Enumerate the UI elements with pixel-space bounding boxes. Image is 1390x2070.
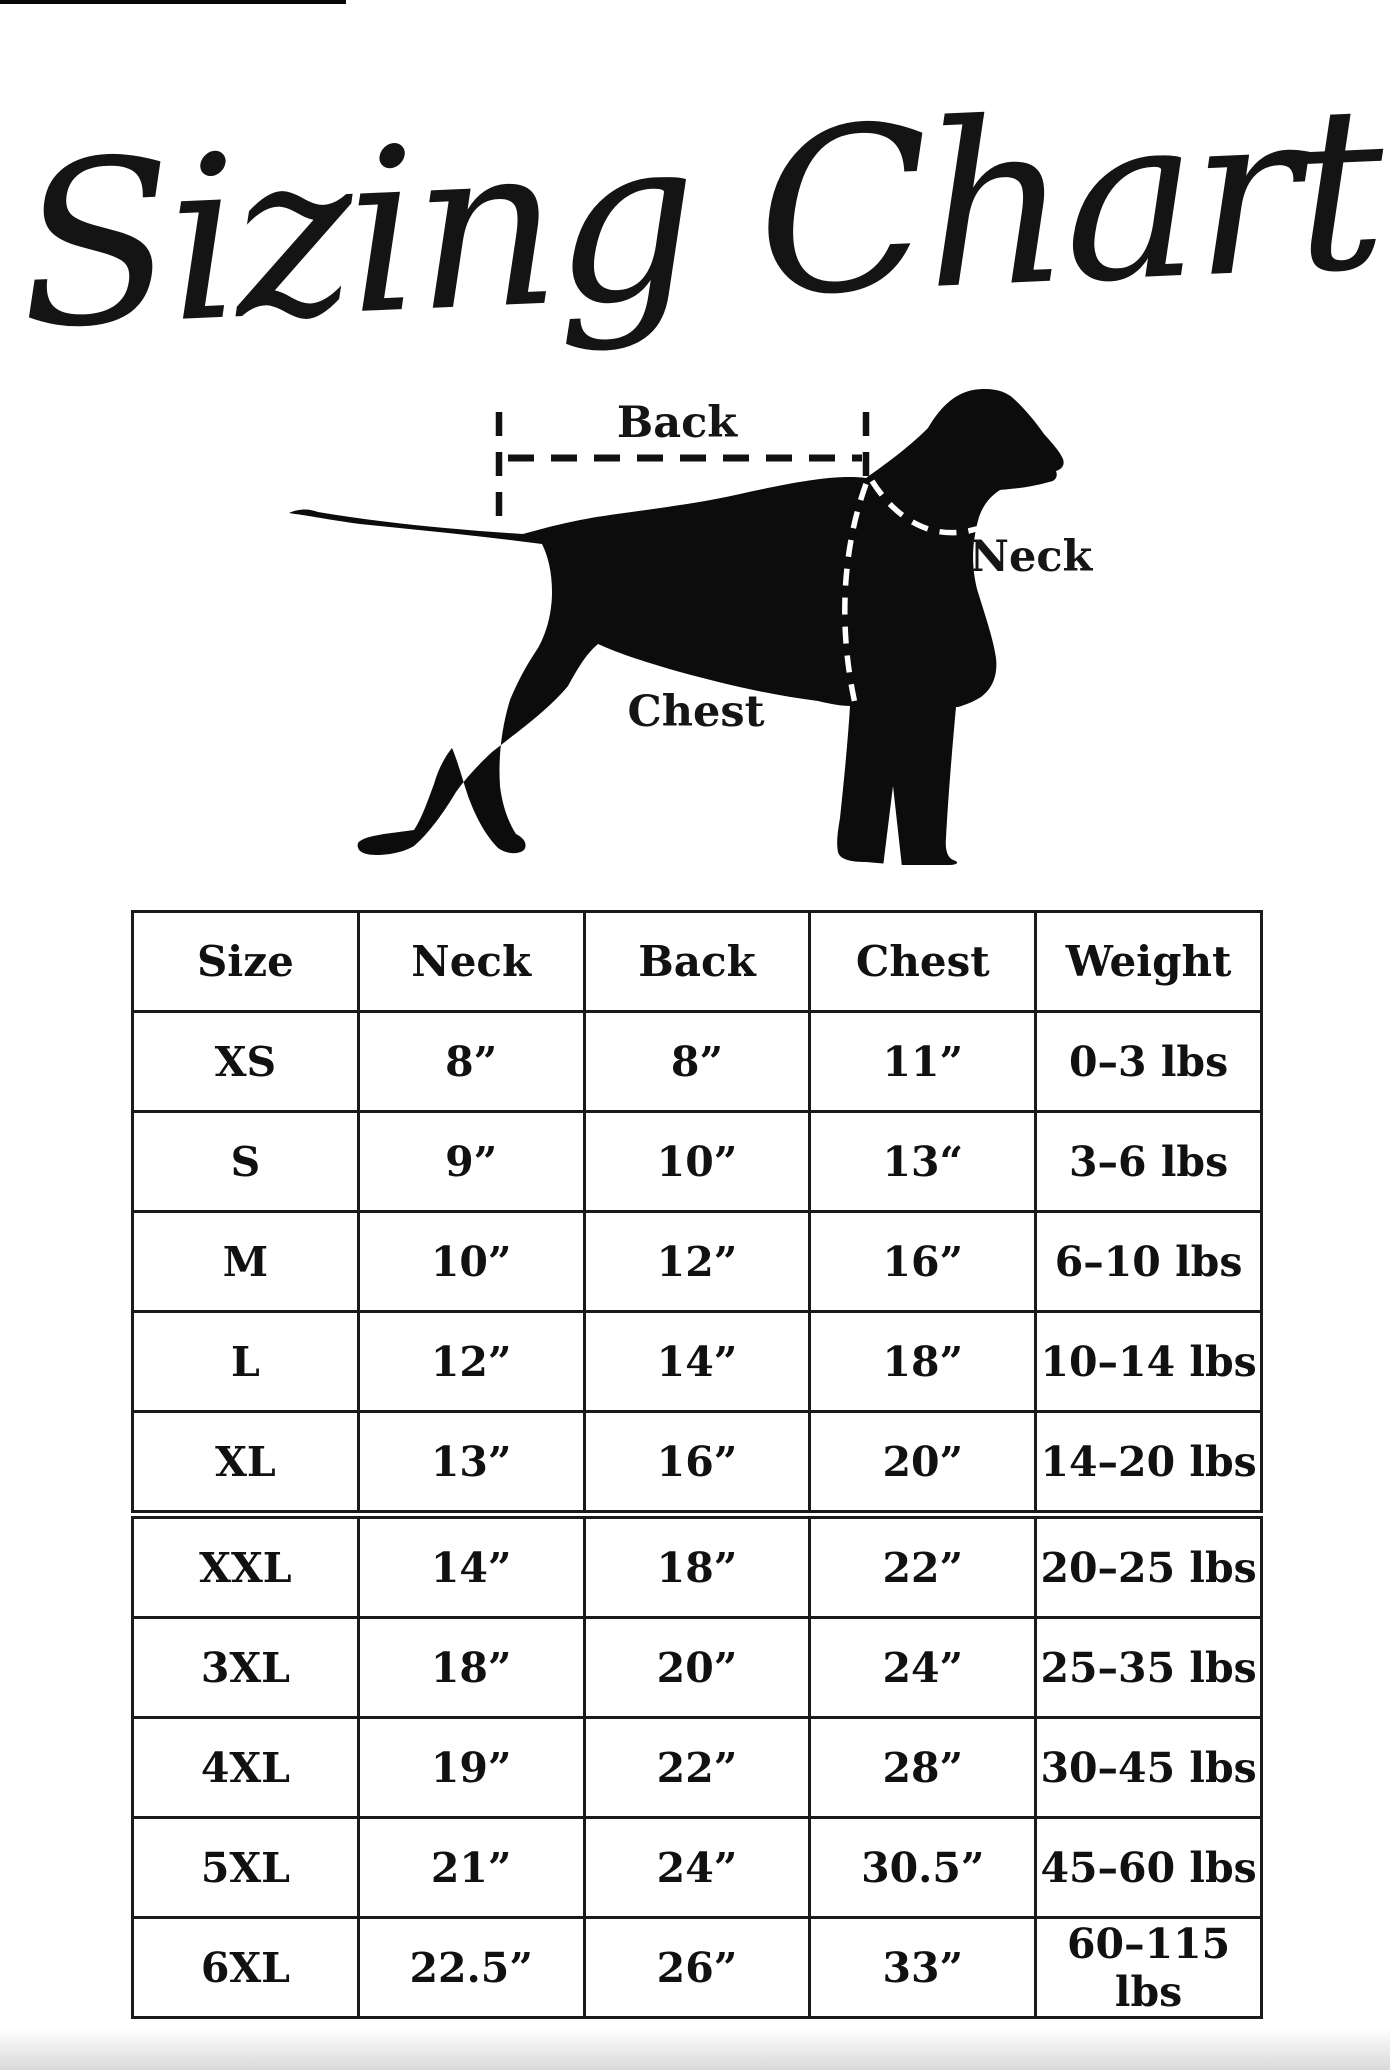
table-cell: 20–25 lbs: [1034, 1516, 1263, 1619]
table-cell: 14–20 lbs: [1034, 1410, 1263, 1513]
table-row: 3XL 18” 20” 24” 25–35 lbs: [131, 1616, 1263, 1719]
table-cell: 19”: [356, 1716, 586, 1819]
table-cell: 12”: [582, 1210, 812, 1313]
table-cell: 10–14 lbs: [1034, 1310, 1263, 1413]
column-header-neck: Neck: [356, 910, 586, 1013]
table-row: XXL 14” 18” 22” 20–25 lbs: [131, 1516, 1263, 1619]
column-header-size: Size: [131, 910, 360, 1013]
table-cell: 13”: [356, 1410, 586, 1513]
table-cell: 24”: [808, 1616, 1038, 1719]
table-row: S 9” 10” 13“ 3–6 lbs: [131, 1110, 1263, 1213]
table-cell: 60–115 lbs: [1034, 1916, 1263, 2019]
table-cell: 20”: [808, 1410, 1038, 1513]
table-cell: 18”: [582, 1516, 812, 1619]
neck-girth-dashed-arc: [869, 479, 998, 536]
bottom-shadow-gradient: [0, 2028, 1390, 2070]
table-cell: 30.5”: [808, 1816, 1038, 1919]
table-cell: 16”: [582, 1410, 812, 1513]
table-cell: L: [131, 1310, 360, 1413]
back-label: Back: [617, 398, 738, 448]
table-cell: 0–3 lbs: [1034, 1010, 1263, 1113]
table-row: XS 8” 8” 11” 0–3 lbs: [131, 1010, 1263, 1113]
table-cell: 9”: [356, 1110, 586, 1213]
table-cell: 6–10 lbs: [1034, 1210, 1263, 1313]
size-table-lower: XXL 14” 18” 22” 20–25 lbs 3XL 18” 20” 24” 25–35 l…: [131, 1516, 1263, 2019]
column-header-back: Back: [582, 910, 812, 1013]
size-table-lower-body: XXL 14” 18” 22” 20–25 lbs 3XL 18” 20” 24” 25–35 l…: [131, 1516, 1263, 2019]
top-edge-artifact: [0, 0, 346, 4]
table-cell: 16”: [808, 1210, 1038, 1313]
page-title: Sizing Chart: [14, 57, 1390, 379]
table-cell: 18”: [808, 1310, 1038, 1413]
table-cell: 3–6 lbs: [1034, 1110, 1263, 1213]
table-cell: XS: [131, 1010, 360, 1113]
table-cell: 8”: [356, 1010, 586, 1113]
table-cell: 25–35 lbs: [1034, 1616, 1263, 1719]
table-row: 5XL 21” 24” 30.5” 45–60 lbs: [131, 1816, 1263, 1919]
table-cell: 18”: [356, 1616, 586, 1719]
table-row: M 10” 12” 16” 6–10 lbs: [131, 1210, 1263, 1313]
table-cell: 10”: [356, 1210, 586, 1313]
table-header-row: Size Neck Back Chest Weight: [131, 910, 1263, 1013]
chest-label: Chest: [628, 687, 765, 737]
table-row: L 12” 14” 18” 10–14 lbs: [131, 1310, 1263, 1413]
table-cell: 24”: [582, 1816, 812, 1919]
table-cell: 4XL: [131, 1716, 360, 1819]
table-cell: 22.5”: [356, 1916, 586, 2019]
table-cell: 28”: [808, 1716, 1038, 1819]
table-cell: 22”: [808, 1516, 1038, 1619]
table-cell: 20”: [582, 1616, 812, 1719]
table-row: 6XL 22.5” 26” 33” 60–115 lbs: [131, 1916, 1263, 2019]
table-cell: 30–45 lbs: [1034, 1716, 1263, 1819]
table-cell: 10”: [582, 1110, 812, 1213]
table-cell: 22”: [582, 1716, 812, 1819]
dog-silhouette-image: [289, 389, 1064, 865]
table-cell: 14”: [582, 1310, 812, 1413]
table-cell: 14”: [356, 1516, 586, 1619]
front-paw-gap: [883, 786, 902, 867]
neck-label: Neck: [970, 532, 1094, 582]
column-header-chest: Chest: [808, 910, 1038, 1013]
table-cell: S: [131, 1110, 360, 1213]
table-cell: 21”: [356, 1816, 586, 1919]
table-cell: 26”: [582, 1916, 812, 2019]
table-cell: 5XL: [131, 1816, 360, 1919]
table-cell: 6XL: [131, 1916, 360, 2019]
table-cell: 11”: [808, 1010, 1038, 1113]
table-row: XL 13” 16” 20” 14–20 lbs: [131, 1410, 1263, 1513]
size-table-upper: Size Neck Back Chest Weight XS 8” 8” 11” 0–3…: [131, 910, 1263, 1513]
size-table-upper-body: XS 8” 8” 11” 0–3 lbs S 9” 10” 13“ 3–6 lbs M 10” 12” 1…: [131, 1010, 1263, 1513]
table-cell: 8”: [582, 1010, 812, 1113]
table-cell: XL: [131, 1410, 360, 1513]
table-cell: XXL: [131, 1516, 360, 1619]
table-cell: M: [131, 1210, 360, 1313]
table-cell: 45–60 lbs: [1034, 1816, 1263, 1919]
table-cell: 12”: [356, 1310, 586, 1413]
table-cell: 13“: [808, 1110, 1038, 1213]
column-header-weight: Weight: [1034, 910, 1263, 1013]
table-row: 4XL 19” 22” 28” 30–45 lbs: [131, 1716, 1263, 1819]
table-cell: 33”: [808, 1916, 1038, 2019]
table-cell: 3XL: [131, 1616, 360, 1719]
